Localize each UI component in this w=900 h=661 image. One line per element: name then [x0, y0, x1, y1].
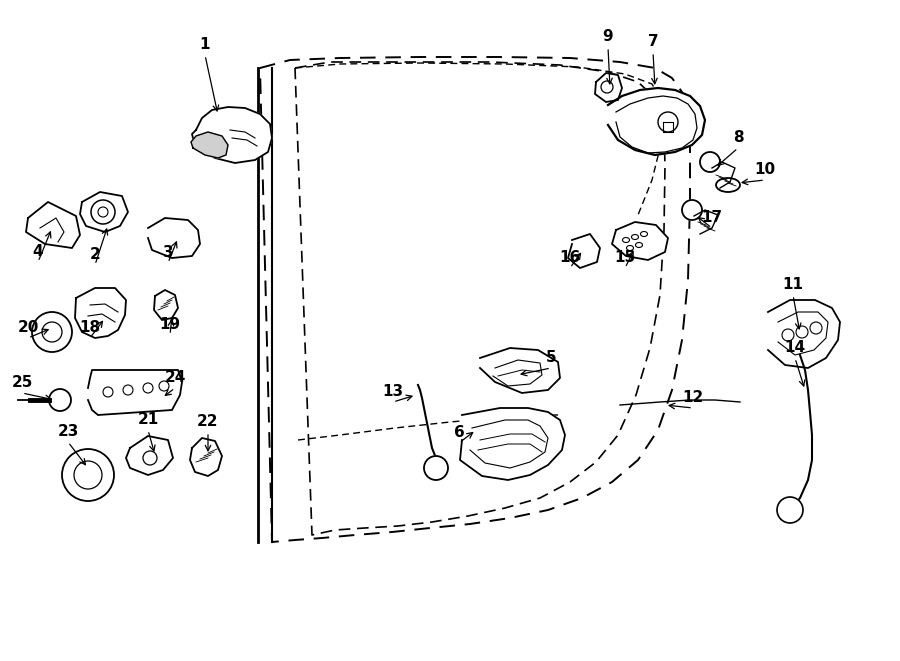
Polygon shape [148, 218, 200, 258]
Polygon shape [694, 210, 718, 234]
Text: 10: 10 [754, 162, 776, 177]
Circle shape [700, 152, 720, 172]
Circle shape [49, 389, 71, 411]
Circle shape [682, 200, 702, 220]
Text: 12: 12 [682, 390, 704, 405]
Text: 22: 22 [197, 414, 219, 429]
Circle shape [658, 112, 678, 132]
Polygon shape [460, 408, 565, 480]
Polygon shape [768, 300, 840, 368]
Text: 19: 19 [159, 317, 181, 332]
Polygon shape [126, 436, 173, 475]
Polygon shape [80, 192, 128, 232]
Text: 20: 20 [17, 320, 39, 335]
Text: 24: 24 [165, 370, 185, 385]
Text: 23: 23 [58, 424, 78, 439]
Polygon shape [568, 234, 600, 268]
Polygon shape [26, 202, 80, 248]
Polygon shape [154, 290, 178, 320]
Circle shape [62, 449, 114, 501]
Text: 25: 25 [12, 375, 32, 390]
Text: 4: 4 [32, 244, 43, 259]
Polygon shape [191, 132, 228, 158]
Text: 18: 18 [79, 320, 101, 335]
Text: 5: 5 [545, 350, 556, 365]
Text: 16: 16 [560, 250, 580, 265]
Polygon shape [88, 370, 182, 415]
Text: 17: 17 [701, 210, 723, 225]
Polygon shape [608, 88, 705, 155]
Circle shape [32, 312, 72, 352]
Polygon shape [612, 222, 668, 260]
Text: 9: 9 [603, 29, 613, 44]
Ellipse shape [716, 178, 740, 192]
Polygon shape [595, 73, 622, 102]
Text: 3: 3 [163, 245, 174, 260]
Polygon shape [712, 162, 735, 188]
Text: 14: 14 [785, 340, 806, 355]
Text: 6: 6 [454, 425, 464, 440]
Text: 2: 2 [90, 247, 101, 262]
Circle shape [424, 456, 448, 480]
Circle shape [777, 497, 803, 523]
Circle shape [91, 200, 115, 224]
Polygon shape [192, 107, 272, 163]
Polygon shape [75, 288, 126, 338]
Text: 13: 13 [382, 384, 403, 399]
Polygon shape [480, 348, 560, 393]
Text: 7: 7 [648, 34, 658, 49]
Text: 1: 1 [200, 37, 211, 52]
Text: 15: 15 [615, 250, 635, 265]
Text: 11: 11 [782, 277, 804, 292]
Text: 21: 21 [138, 412, 158, 427]
Polygon shape [190, 438, 222, 476]
Text: 8: 8 [733, 130, 743, 145]
